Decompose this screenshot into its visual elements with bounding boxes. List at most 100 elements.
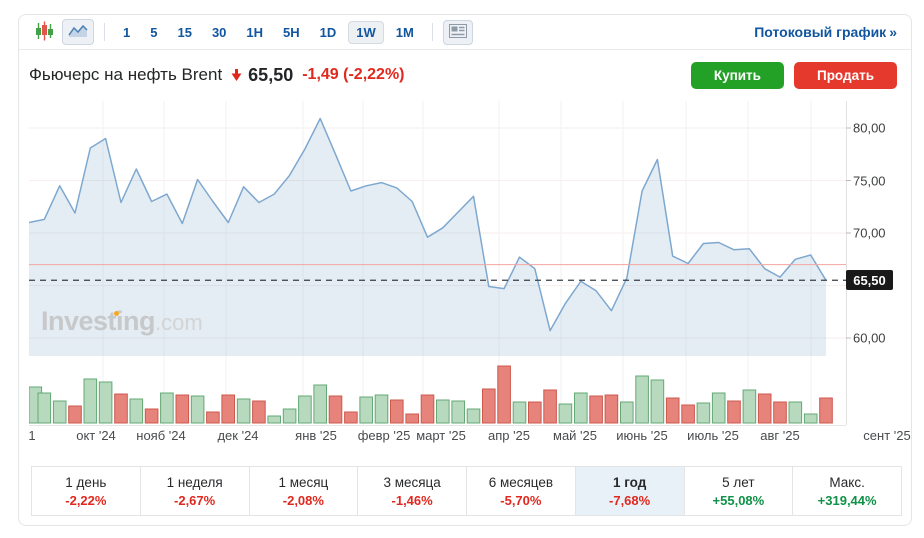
y-axis-label: 70,00	[853, 225, 886, 241]
volume-bar	[512, 401, 527, 424]
last-price: 65,50	[248, 64, 294, 85]
performance-cell-макс-[interactable]: Макс. +319,44%	[793, 467, 901, 515]
volume-bar	[696, 402, 711, 424]
change-value: -1,49	[302, 66, 339, 83]
price-chart[interactable]: Investing.com 80,00 75,00 70,00 60,00 65,50…	[28, 101, 911, 466]
area-chart-button[interactable]	[62, 19, 94, 45]
toolbar-divider	[104, 23, 105, 41]
volume-bar	[635, 375, 649, 424]
news-panel-button[interactable]	[442, 19, 473, 45]
volume-bar	[420, 394, 435, 424]
performance-cell-1-день[interactable]: 1 день -2,22%	[32, 467, 141, 515]
volume-bar	[558, 403, 573, 424]
volume-bar	[528, 401, 542, 424]
x-axis-label: окт '24	[76, 428, 116, 443]
volume-bar	[788, 401, 803, 424]
period-label: 1 месяц	[278, 474, 329, 490]
timeframe-1[interactable]: 1	[115, 21, 138, 44]
period-label: 1 день	[65, 474, 107, 490]
period-change-value: -2,22%	[65, 492, 107, 508]
x-axis-label: апр '25	[487, 428, 531, 443]
volume-bar	[742, 389, 757, 424]
volume-bar	[451, 400, 465, 424]
period-change-value: -7,68%	[609, 492, 651, 508]
double-chevron-icon: »	[889, 24, 897, 40]
y-axis-label: 75,00	[853, 173, 886, 188]
volume-bar	[497, 365, 511, 424]
volume-bar	[466, 408, 481, 424]
volume-bar	[405, 413, 419, 424]
chart-widget-card: 1 5 15 30 1H 5H 1D 1W 1M Потоковый график» Фьюче…	[18, 14, 912, 526]
timeframe-15[interactable]: 15	[169, 21, 199, 44]
volume-bar	[819, 397, 833, 424]
performance-cell-6-месяцев[interactable]: 6 месяцев -5,70%	[467, 467, 576, 515]
performance-cell-3-месяца[interactable]: 3 месяца -1,46%	[358, 467, 467, 515]
volume-bar	[175, 394, 190, 424]
grid-lines	[29, 101, 846, 425]
y-axis-label: 60,00	[853, 330, 886, 346]
chart-canvas[interactable]	[29, 101, 909, 466]
chart-toolbar: 1 5 15 30 1H 5H 1D 1W 1M Потоковый график»	[19, 15, 911, 50]
volume-bar	[236, 398, 251, 424]
price-line	[29, 117, 827, 332]
performance-cell-5-лет[interactable]: 5 лет +55,08%	[685, 467, 794, 515]
y-axis-label: 80,00	[853, 120, 886, 136]
x-axis-label: июнь '25	[616, 428, 668, 443]
x-axis-label: июль '25	[687, 428, 739, 443]
volume-bar	[390, 399, 404, 424]
performance-table: 1 день -2,22% 1 неделя -2,67% 1 месяц -2,08% 3…	[31, 466, 902, 516]
timeframe-1h[interactable]: 1H	[238, 21, 271, 44]
timeframe-5[interactable]: 5	[142, 21, 165, 44]
volume-bar	[711, 392, 726, 424]
volume-bar	[665, 397, 680, 424]
volume-bar	[206, 411, 220, 424]
performance-cell-1-неделя[interactable]: 1 неделя -2,67%	[141, 467, 250, 515]
period-label: Макс.	[829, 474, 865, 490]
instrument-header: Фьючерс на нефть Brent 65,50 -1,49 (-2,2…	[19, 50, 911, 90]
x-axis-label: нояб '24	[136, 428, 186, 443]
news-panel-icon	[448, 23, 467, 41]
streaming-chart-link[interactable]: Потоковый график»	[754, 24, 897, 40]
volume-bar	[359, 396, 373, 424]
period-label: 5 лет	[722, 474, 755, 490]
timeframe-30[interactable]: 30	[204, 21, 234, 44]
performance-cell-1-месяц[interactable]: 1 месяц -2,08%	[250, 467, 359, 515]
volume-bar	[727, 400, 741, 424]
timeframe-1m[interactable]: 1M	[388, 21, 422, 44]
volume-bar	[282, 408, 297, 424]
volume-bar	[650, 379, 665, 424]
performance-cell-1-год[interactable]: 1 год -7,68%	[575, 467, 685, 515]
timeframe-5h[interactable]: 5H	[275, 21, 308, 44]
buy-button[interactable]: Купить	[690, 61, 784, 89]
period-change-value: +55,08%	[712, 492, 765, 508]
period-change-value: -5,70%	[500, 492, 542, 508]
candlestick-icon	[35, 21, 54, 44]
price-down-arrow-icon	[231, 69, 242, 81]
volume-bar	[68, 405, 82, 424]
period-label: 3 месяца	[383, 474, 441, 490]
volume-bar	[543, 389, 557, 424]
sell-button[interactable]: Продать	[793, 61, 897, 89]
area-chart-icon	[68, 23, 88, 41]
x-axis-label: май '25	[553, 428, 597, 443]
volume-bar	[114, 393, 128, 424]
x-axis-label: дек '24	[217, 428, 259, 443]
volume-bar	[773, 401, 787, 424]
x-axis-label: янв '25	[295, 428, 337, 443]
candlestick-chart-button[interactable]	[29, 17, 60, 48]
volume-bar	[252, 400, 266, 424]
x-axis-label: февр '25	[357, 428, 411, 443]
volume-bar	[37, 392, 52, 424]
period-label: 6 месяцев	[488, 474, 554, 490]
instrument-title: Фьючерс на нефть Brent	[29, 65, 223, 84]
timeframe-1w[interactable]: 1W	[348, 20, 384, 44]
period-label: 1 год	[612, 474, 647, 490]
volume-bar	[160, 392, 174, 424]
volume-bar	[482, 388, 496, 424]
x-axis-label: сент '25	[863, 428, 911, 443]
volume-bar	[83, 378, 98, 424]
x-axis-label: авг '25	[760, 428, 800, 443]
volume-bar	[604, 394, 619, 424]
timeframe-1d[interactable]: 1D	[312, 21, 345, 44]
x-axis: 1 окт '24 нояб '24 дек '24 янв '25 февр '25 ма…	[28, 428, 911, 448]
